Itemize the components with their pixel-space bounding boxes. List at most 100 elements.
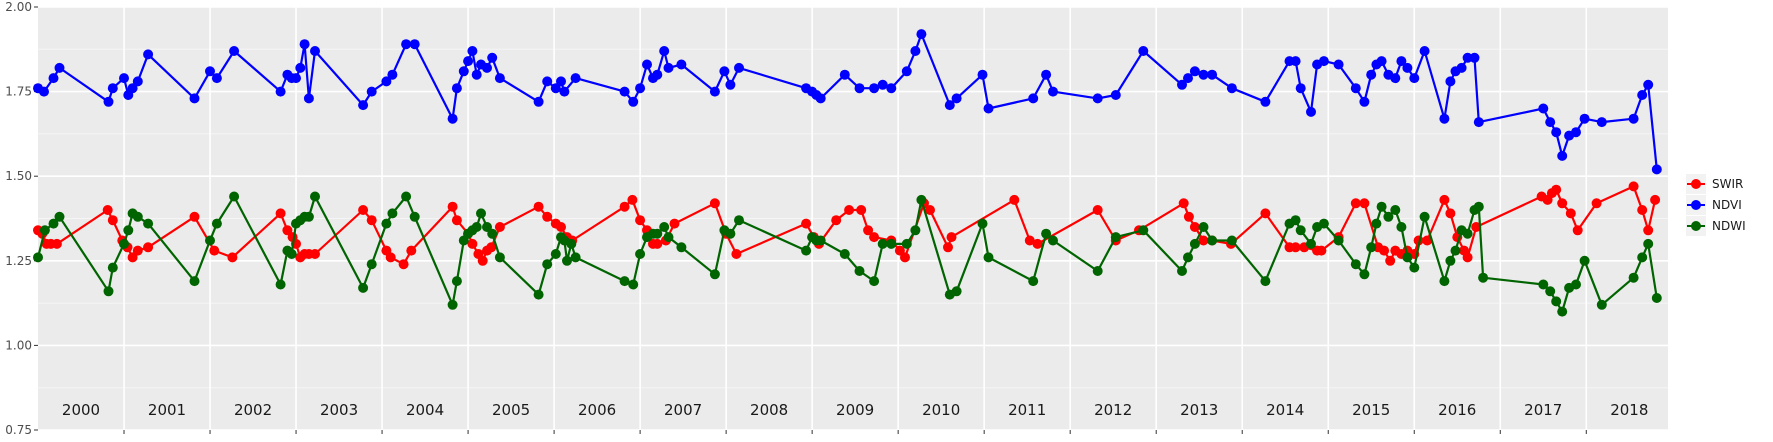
data-point-ndvi xyxy=(1473,117,1484,128)
data-point-swir xyxy=(447,201,458,212)
data-point-swir xyxy=(856,205,867,215)
data-point-swir xyxy=(635,215,646,226)
data-point-swir xyxy=(1557,198,1568,209)
data-point-swir xyxy=(869,232,880,243)
data-point-ndwi xyxy=(1383,211,1394,222)
data-point-ndwi xyxy=(801,245,812,256)
data-point-ndvi xyxy=(487,52,498,63)
data-point-ndwi xyxy=(566,238,577,249)
data-point-ndwi xyxy=(48,218,59,229)
data-point-ndwi xyxy=(451,276,462,287)
data-point-ndwi xyxy=(1628,272,1639,283)
data-point-ndwi xyxy=(659,222,670,232)
data-point-ndvi xyxy=(1396,56,1407,67)
data-point-ndvi xyxy=(1092,93,1103,104)
data-point-swir xyxy=(1359,198,1370,209)
data-point-ndwi xyxy=(1596,299,1607,310)
data-point-swir xyxy=(1422,235,1433,246)
data-point-ndvi xyxy=(1456,62,1467,73)
data-point-ndvi xyxy=(628,96,639,107)
year-label: 2007 xyxy=(664,401,702,419)
data-point-ndwi xyxy=(286,249,297,259)
data-point-ndvi xyxy=(1177,79,1187,90)
data-point-swir xyxy=(132,245,143,256)
data-point-ndvi xyxy=(127,83,138,94)
data-point-swir xyxy=(900,252,910,263)
data-point-swir xyxy=(1379,245,1390,256)
data-point-ndvi xyxy=(211,73,222,84)
year-label: 2017 xyxy=(1524,401,1562,419)
data-point-ndwi xyxy=(476,208,486,219)
data-point-swir xyxy=(227,252,238,263)
data-point-swir xyxy=(143,242,154,253)
data-point-ndwi xyxy=(189,276,200,287)
data-point-ndwi xyxy=(652,228,663,239)
data-point-ndvi xyxy=(550,83,561,94)
data-point-ndvi xyxy=(1376,56,1387,67)
data-point-swir xyxy=(1032,238,1043,249)
data-point-ndwi xyxy=(1473,201,1484,212)
year-label: 2015 xyxy=(1352,401,1390,419)
data-point-ndwi xyxy=(366,259,377,270)
data-point-ndwi xyxy=(977,218,988,229)
data-point-swir xyxy=(1092,205,1103,215)
data-point-ndvi xyxy=(119,73,129,84)
data-point-ndvi xyxy=(944,100,955,111)
data-point-ndvi xyxy=(916,29,927,40)
data-point-ndwi xyxy=(619,276,630,287)
data-point-ndwi xyxy=(107,262,118,273)
data-point-ndwi xyxy=(562,255,572,266)
data-point-ndvi xyxy=(467,46,478,56)
data-point-swir xyxy=(385,252,396,263)
data-point-ndvi xyxy=(1183,73,1193,84)
data-point-ndvi xyxy=(542,76,553,87)
data-point-ndvi xyxy=(1359,96,1370,107)
data-point-ndwi xyxy=(1318,218,1329,229)
year-label: 2018 xyxy=(1610,401,1648,419)
data-point-ndvi xyxy=(1579,113,1590,124)
data-point-ndwi xyxy=(487,228,498,239)
data-point-swir xyxy=(1637,205,1648,215)
data-point-ndwi xyxy=(1260,276,1271,287)
data-point-swir xyxy=(282,225,293,236)
data-point-ndwi xyxy=(211,218,222,229)
data-point-ndvi xyxy=(1260,96,1271,107)
data-point-swir xyxy=(619,201,630,212)
data-point-swir xyxy=(652,238,663,249)
series-layer xyxy=(33,29,1662,317)
data-point-ndvi xyxy=(387,69,398,80)
data-point-ndvi xyxy=(1350,83,1361,94)
data-point-ndvi xyxy=(1545,117,1556,128)
legend-label-swir: SWIR xyxy=(1712,177,1743,191)
data-point-ndwi xyxy=(815,235,826,246)
legend: SWIR NDVI NDWI xyxy=(1686,174,1746,236)
year-label: 2013 xyxy=(1180,401,1218,419)
data-point-ndvi xyxy=(854,83,865,94)
data-point-ndvi xyxy=(1041,69,1052,80)
y-tick-label: 1.50 xyxy=(5,169,32,183)
y-tick-label: 2.00 xyxy=(5,0,32,14)
data-point-ndwi xyxy=(1177,266,1187,276)
data-point-ndwi xyxy=(229,191,240,202)
data-point-ndvi xyxy=(1390,73,1401,84)
year-label: 2012 xyxy=(1094,401,1132,419)
data-point-ndwi xyxy=(103,286,114,297)
data-point-swir xyxy=(709,198,720,209)
data-point-ndvi xyxy=(559,86,570,97)
data-point-ndwi xyxy=(1579,255,1590,266)
data-point-ndvi xyxy=(1469,52,1480,63)
data-point-swir xyxy=(451,215,462,226)
data-point-ndvi xyxy=(381,76,392,87)
data-point-ndwi xyxy=(877,238,888,249)
year-label: 2016 xyxy=(1438,401,1476,419)
data-point-ndvi xyxy=(676,59,687,70)
data-point-swir xyxy=(1350,198,1361,209)
data-point-ndwi xyxy=(542,259,553,270)
data-point-ndwi xyxy=(676,242,687,253)
data-point-swir xyxy=(1471,222,1482,232)
data-point-ndvi xyxy=(734,62,744,73)
legend-key-point xyxy=(1691,200,1701,210)
data-point-ndvi xyxy=(709,86,720,97)
data-point-swir xyxy=(51,238,62,249)
